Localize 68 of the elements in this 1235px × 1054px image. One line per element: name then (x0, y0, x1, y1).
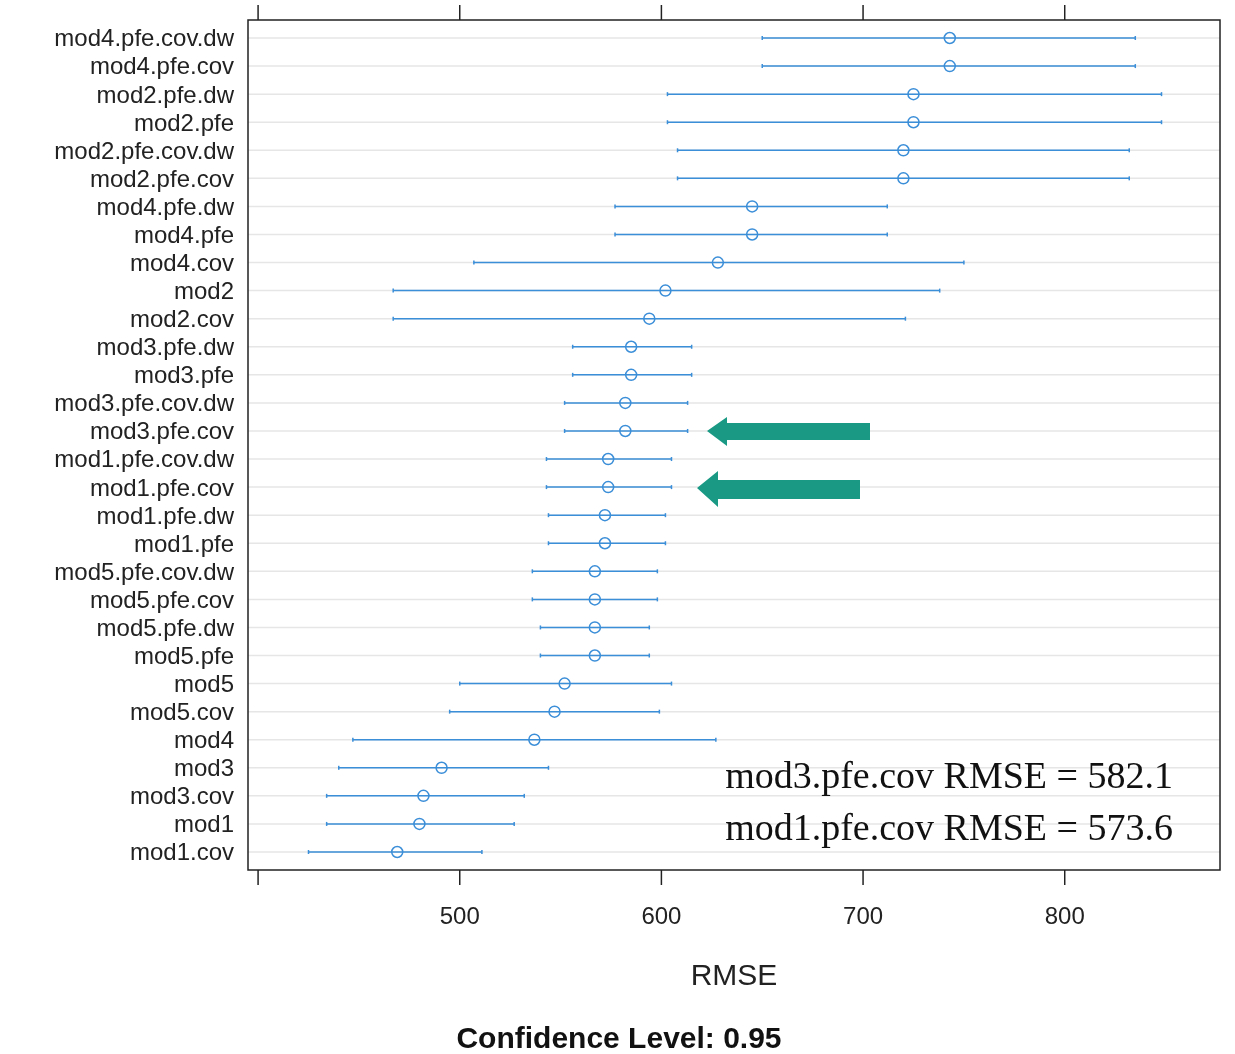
point (619, 424, 632, 438)
y-tick-label: mod5.pfe.dw (96, 613, 235, 641)
point (643, 312, 656, 325)
point (390, 845, 404, 859)
y-tick-label: mod4.pfe.dw (96, 192, 235, 220)
annotation: mod1.pfe.cov RMSE = 573.6 (725, 806, 1173, 848)
y-tick-label: mod2.cov (129, 305, 234, 333)
x-tick-label: 800 (1044, 902, 1085, 929)
y-tick-label: mod5.pfe.cov.dw (54, 557, 235, 585)
point (588, 621, 602, 634)
point (598, 508, 612, 522)
y-tick-label: mod2.pfe.cov (89, 164, 234, 192)
y-tick-label: mod2.pfe.cov.dw (54, 136, 235, 164)
point (588, 649, 602, 662)
y-tick-label: mod5 (173, 669, 234, 697)
y-tick-label: mod4.pfe (133, 220, 234, 248)
point (624, 340, 638, 354)
x-tick-label: 500 (439, 902, 480, 929)
point (659, 284, 672, 297)
point (598, 536, 612, 550)
annotation: mod3.pfe.cov RMSE = 582.1 (725, 754, 1173, 796)
y-tick-label: mod5.pfe (133, 641, 234, 669)
y-tick-label: mod5.cov (129, 698, 234, 726)
point (601, 480, 615, 494)
y-tick-label: mod1.pfe.cov (89, 473, 234, 501)
point (588, 593, 602, 606)
point (588, 565, 602, 578)
point (435, 761, 448, 775)
x-tick-label: 600 (641, 902, 682, 929)
x-axis-title: RMSE (690, 958, 778, 991)
point (417, 789, 430, 803)
y-tick-label: mod4.cov (129, 248, 234, 276)
point (548, 705, 561, 718)
y-tick-label: mod3.pfe.dw (96, 333, 235, 361)
point (558, 677, 571, 690)
point (745, 200, 759, 213)
point (897, 172, 910, 185)
point (907, 115, 920, 129)
y-tick-label: mod1.pfe.dw (96, 501, 235, 529)
y-tick-label: mod3.pfe.cov (89, 417, 234, 445)
point (943, 59, 957, 73)
y-tick-label: mod3 (173, 754, 234, 782)
y-tick-label: mod1.pfe.cov.dw (54, 445, 235, 473)
y-tick-label: mod5.pfe.cov (89, 585, 234, 613)
point (943, 31, 957, 45)
point (907, 87, 920, 101)
point (619, 396, 632, 410)
y-tick-label: mod4.pfe.cov (89, 52, 234, 80)
y-tick-label: mod1.pfe (133, 529, 234, 557)
y-tick-label: mod3.pfe (133, 361, 234, 389)
point (413, 817, 426, 831)
y-tick-label: mod2.pfe (133, 108, 234, 136)
point (745, 228, 759, 241)
y-tick-label: mod3.cov (129, 782, 234, 810)
x-tick-label: 700 (843, 902, 884, 929)
y-tick-label: mod2.pfe.dw (96, 80, 235, 108)
y-tick-label: mod4.pfe.cov.dw (54, 24, 235, 52)
y-tick-label: mod4 (173, 726, 234, 754)
point (601, 452, 615, 466)
point (624, 368, 638, 382)
y-tick-label: mod1 (173, 810, 234, 838)
point (528, 733, 541, 746)
point (711, 256, 725, 269)
point (897, 144, 910, 157)
y-tick-label: mod3.pfe.cov.dw (54, 389, 235, 417)
text: Confidence Level: 0.95 (456, 1021, 782, 1054)
y-tick-label: mod1.cov (129, 838, 234, 866)
y-tick-label: mod2 (173, 277, 234, 305)
